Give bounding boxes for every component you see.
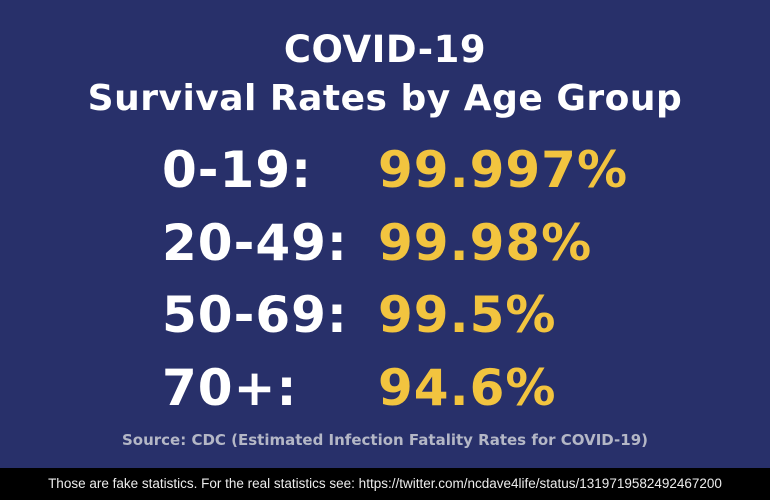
age-group-row: 70+: 94.6% — [0, 358, 770, 418]
slide-title-line-1: COVID-19 — [283, 28, 487, 71]
age-group-label: 20-49: — [162, 214, 348, 272]
slide-title-line-2: Survival Rates by Age Group — [87, 78, 683, 119]
caption-text: Those are fake statistics. For the real … — [48, 476, 722, 491]
age-group-label: 70+: — [162, 359, 298, 417]
age-group-label: 0-19: — [162, 141, 313, 199]
source-note: Source: CDC (Estimated Infection Fatalit… — [121, 431, 648, 449]
survival-rate-value: 94.6% — [378, 359, 557, 417]
survival-rate-value: 99.5% — [378, 286, 557, 344]
age-group-row: 0-19: 99.997% — [0, 140, 770, 200]
survival-rate-value: 99.98% — [378, 214, 593, 272]
slide-panel: COVID-19 Survival Rates by Age Group 0-1… — [0, 0, 770, 468]
age-group-row: 20-49: 99.98% — [0, 213, 770, 273]
age-group-label: 50-69: — [162, 286, 348, 344]
caption-bar: Those are fake statistics. For the real … — [0, 468, 770, 500]
age-group-row: 50-69: 99.5% — [0, 285, 770, 345]
survival-rate-value: 99.997% — [378, 141, 629, 199]
